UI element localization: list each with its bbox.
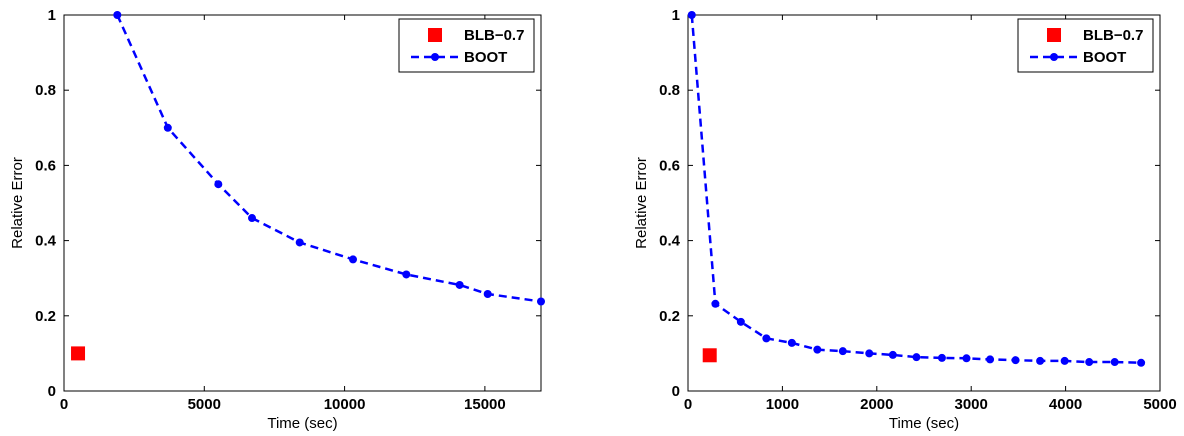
x-tick-label: 1000	[766, 396, 799, 413]
legend-swatch-marker	[431, 53, 439, 61]
data-point	[537, 297, 545, 306]
legend-entry-label: BOOT	[1083, 49, 1126, 66]
plot-area-frame	[687, 14, 1161, 392]
legend-box	[1017, 18, 1154, 73]
data-point	[865, 349, 874, 358]
legend-box	[398, 18, 535, 73]
y-axis-label: Relative Error	[633, 157, 650, 249]
x-tick-label: 15000	[464, 396, 506, 413]
legend-swatch-marker	[1050, 53, 1058, 61]
data-point	[736, 317, 745, 326]
data-point	[813, 345, 822, 354]
series-boot	[113, 11, 545, 306]
data-point	[1036, 356, 1045, 365]
series-line	[116, 14, 542, 303]
x-tick-label: 0	[60, 396, 68, 413]
x-tick-label: 3000	[955, 396, 988, 413]
legend-entry-label: BLB−0.7	[1083, 27, 1143, 44]
plot-area-frame	[63, 14, 542, 392]
data-point	[888, 350, 897, 359]
y-tick-label: 0	[48, 383, 56, 400]
data-point-square	[71, 346, 86, 361]
data-point	[912, 353, 921, 362]
x-axis-label: Time (sec)	[267, 415, 337, 432]
y-tick-label: 0.8	[659, 82, 680, 99]
data-point	[962, 354, 971, 363]
data-point	[349, 255, 358, 264]
data-point	[163, 123, 172, 132]
data-point	[1060, 356, 1069, 365]
x-tick-label: 0	[684, 396, 692, 413]
y-tick-label: 0.6	[659, 157, 680, 174]
legend: BLB−0.7 BOOT	[1017, 18, 1154, 73]
y-tick-label: 1	[48, 7, 56, 24]
data-point	[1011, 356, 1020, 365]
data-point	[1085, 358, 1094, 367]
series-blb-0-7	[71, 346, 86, 361]
data-point	[986, 355, 995, 364]
data-point-square	[702, 348, 717, 363]
legend-swatch-square	[428, 28, 442, 42]
y-tick-label: 0.6	[35, 157, 56, 174]
data-point	[1110, 358, 1119, 367]
data-point	[402, 270, 411, 279]
data-point	[247, 214, 256, 223]
data-point	[455, 280, 464, 289]
legend-entry-label: BLB−0.7	[464, 27, 524, 44]
y-tick-label: 0.4	[659, 233, 681, 250]
x-tick-label: 5000	[1143, 396, 1176, 413]
data-point	[838, 347, 847, 356]
legend-swatch-square	[1047, 28, 1061, 42]
data-point	[937, 353, 946, 362]
data-point	[295, 238, 304, 247]
x-tick-label: 10000	[324, 396, 366, 413]
x-tick-label: 2000	[860, 396, 893, 413]
series-blb-0-7	[702, 348, 717, 363]
data-point	[711, 299, 720, 308]
y-tick-label: 0.2	[35, 308, 56, 325]
data-point	[483, 289, 492, 298]
y-axis-label: Relative Error	[9, 157, 26, 249]
chart-2: 0 1000 2000 3000 4000 5000 0 0.2 0.4 0.6 0.8 1 Time …	[633, 7, 1177, 432]
data-point	[687, 11, 696, 19]
y-tick-label: 0.2	[659, 308, 680, 325]
legend: BLB−0.7 BOOT	[398, 18, 535, 73]
y-tick-label: 1	[672, 7, 680, 24]
data-point	[214, 180, 223, 189]
data-point	[762, 334, 771, 343]
legend-entry-label: BOOT	[464, 49, 507, 66]
chart-1: 0 5000 10000 15000 0 0.2 0.4 0.6 0.8 1 Time (sec) R…	[9, 7, 545, 432]
series-boot	[687, 11, 1146, 367]
x-tick-label: 5000	[188, 396, 221, 413]
x-axis-label: Time (sec)	[889, 415, 959, 432]
y-tick-label: 0.4	[35, 233, 57, 250]
data-point	[113, 11, 122, 19]
data-point	[1137, 358, 1146, 367]
data-point	[787, 338, 796, 347]
y-tick-label: 0	[672, 383, 680, 400]
y-tick-label: 0.8	[35, 82, 56, 99]
x-tick-label: 4000	[1049, 396, 1082, 413]
